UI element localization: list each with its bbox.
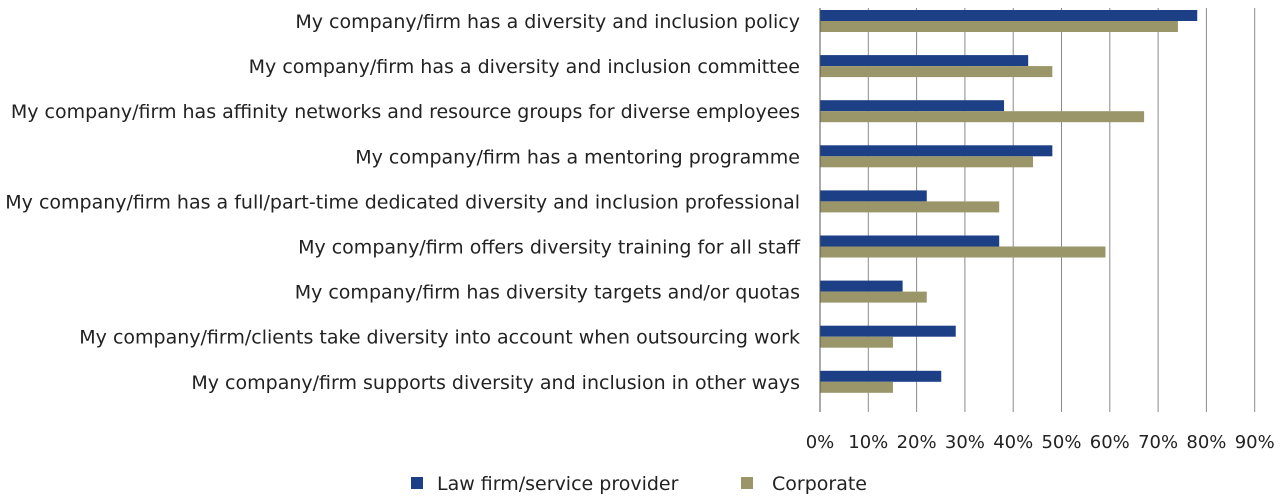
bar-corporate: [820, 336, 893, 348]
category-label: My company/firm/clients take diversity i…: [79, 327, 800, 349]
bar-law-firm: [820, 280, 903, 292]
legend-label: Corporate: [772, 473, 867, 495]
bar-corporate: [820, 21, 1178, 32]
category-label: My company/firm has affinity networks an…: [11, 101, 800, 123]
legend-swatch: [741, 477, 753, 489]
x-tick-label: 0%: [806, 432, 835, 453]
bar-law-firm: [820, 55, 1029, 67]
bar-corporate: [820, 201, 1000, 213]
category-label: My company/firm offers diversity trainin…: [298, 237, 801, 259]
x-axis-tick-labels: 0% 10% 20% 30% 40% 50% 60% 70% 80% 90%: [806, 432, 1275, 453]
x-tick-label: 50%: [1041, 432, 1081, 453]
category-label: My company/firm has a diversity and incl…: [249, 56, 800, 78]
legend-swatch: [411, 477, 423, 489]
x-tick-label: 80%: [1186, 432, 1226, 453]
x-tick-label: 60%: [1090, 432, 1130, 453]
bar-law-firm: [820, 100, 1005, 112]
category-label: My company/firm supports diversity and i…: [191, 372, 800, 394]
x-tick-label: 40%: [993, 432, 1033, 453]
bars: [820, 10, 1198, 393]
category-label: My company/firm has a mentoring programm…: [355, 146, 800, 168]
bar-corporate: [820, 381, 893, 393]
category-label: My company/firm has a diversity and incl…: [295, 11, 800, 33]
category-label: My company/firm has a full/part-time ded…: [5, 191, 800, 213]
bar-corporate: [820, 111, 1145, 123]
x-tick-label: 70%: [1138, 432, 1178, 453]
bar-law-firm: [820, 10, 1198, 21]
bar-law-firm: [820, 235, 1000, 247]
bar-law-firm: [820, 325, 956, 337]
category-labels: My company/firm has a diversity and incl…: [5, 11, 801, 394]
bar-corporate: [820, 291, 927, 303]
bar-corporate: [820, 156, 1034, 168]
bar-law-firm: [820, 370, 942, 382]
bar-law-firm: [820, 190, 927, 202]
x-tick-label: 90%: [1235, 432, 1275, 453]
x-tick-label: 20%: [897, 432, 937, 453]
bar-corporate: [820, 246, 1106, 258]
category-label: My company/firm has diversity targets an…: [295, 282, 800, 304]
legend-label: Law firm/service provider: [437, 473, 679, 495]
legend: Law firm/service provider Corporate: [411, 473, 867, 495]
bar-corporate: [820, 66, 1053, 78]
x-tick-label: 10%: [848, 432, 888, 453]
x-tick-label: 30%: [945, 432, 985, 453]
bar-law-firm: [820, 145, 1053, 157]
